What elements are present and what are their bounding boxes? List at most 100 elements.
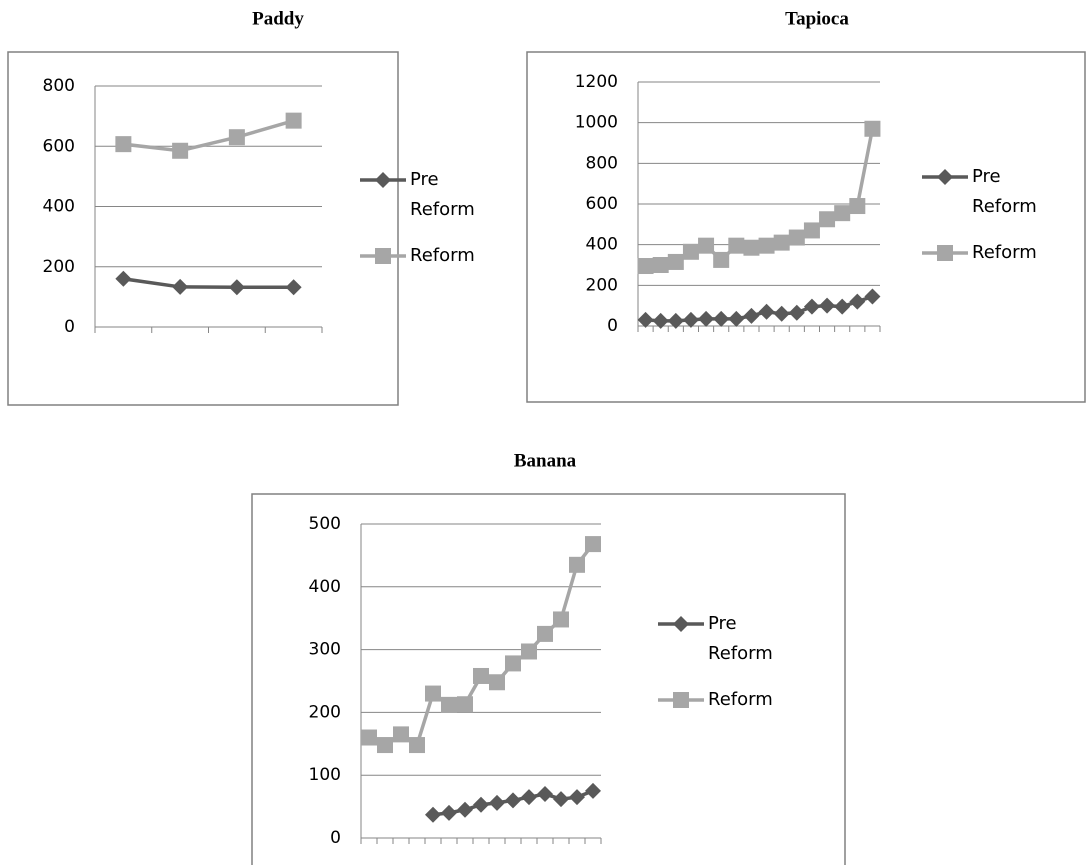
marker-square <box>698 237 715 254</box>
marker-diamond <box>713 310 730 327</box>
marker-diamond <box>788 304 805 321</box>
marker-square <box>228 129 245 146</box>
marker-diamond <box>667 312 684 329</box>
marker-square <box>673 692 689 708</box>
series-line <box>123 118 295 153</box>
marker-diamond <box>682 311 699 328</box>
marker-diamond <box>585 782 601 799</box>
marker-square <box>409 737 425 754</box>
marker-diamond <box>537 786 553 803</box>
marker-square <box>172 142 189 159</box>
marker-diamond <box>698 310 715 327</box>
marker-square <box>834 205 851 222</box>
marker-diamond <box>803 298 820 315</box>
series-line <box>368 543 595 748</box>
marker-diamond <box>228 279 245 296</box>
marker-square <box>537 625 553 642</box>
y-tick-label: 400 <box>43 197 75 217</box>
y-tick-label: 300 <box>309 640 341 660</box>
marker-diamond <box>489 794 505 811</box>
legend-label: Pre Reform <box>708 613 773 664</box>
y-tick-label: 800 <box>43 76 75 96</box>
y-tick-label: 100 <box>309 765 341 785</box>
chart-title: Banana <box>514 450 577 471</box>
y-tick-label: 1200 <box>575 72 618 92</box>
marker-square <box>361 729 377 746</box>
marker-square <box>819 211 836 228</box>
marker-square <box>849 198 866 215</box>
marker-square <box>441 696 457 713</box>
marker-diamond <box>569 789 585 806</box>
marker-square <box>803 222 820 239</box>
chart-frame <box>251 493 846 865</box>
marker-square <box>375 248 391 264</box>
marker-diamond <box>834 298 851 315</box>
marker-diamond <box>553 791 569 808</box>
series-line <box>645 294 873 323</box>
y-tick-label: 400 <box>309 577 341 597</box>
marker-square <box>682 243 699 260</box>
y-tick-label: 600 <box>586 194 618 214</box>
marker-square <box>585 536 601 553</box>
marker-square <box>553 611 569 628</box>
marker-diamond <box>441 804 457 821</box>
marker-diamond <box>728 310 745 327</box>
marker-diamond <box>115 270 132 287</box>
marker-diamond <box>505 792 521 809</box>
legend-label: Pre Reform <box>410 169 475 220</box>
legend-label: Pre Reform <box>972 166 1037 217</box>
marker-diamond <box>758 303 775 320</box>
marker-square <box>569 556 585 573</box>
marker-diamond <box>457 801 473 818</box>
series-line <box>123 277 294 289</box>
legend-label: Reform <box>410 245 475 266</box>
marker-square <box>115 136 132 153</box>
marker-diamond <box>743 307 760 324</box>
marker-square <box>505 655 521 672</box>
marker-square <box>521 643 537 660</box>
marker-diamond <box>864 288 881 305</box>
marker-square <box>937 245 953 261</box>
y-tick-label: 800 <box>586 153 618 173</box>
marker-square <box>457 696 473 713</box>
y-tick-label: 0 <box>64 317 75 337</box>
chart-frame <box>7 51 399 406</box>
marker-diamond <box>849 293 866 310</box>
marker-diamond <box>637 311 654 328</box>
legend-label: Reform <box>972 242 1037 263</box>
marker-square <box>864 120 881 137</box>
marker-square <box>758 237 775 254</box>
marker-square <box>473 667 489 684</box>
marker-square <box>489 674 505 691</box>
marker-diamond <box>285 279 302 296</box>
marker-square <box>377 737 393 754</box>
chart-title: Tapioca <box>785 8 849 29</box>
y-tick-label: 0 <box>330 828 341 848</box>
marker-square <box>788 229 805 246</box>
chart-frame <box>526 51 1086 403</box>
y-tick-label: 600 <box>43 136 75 156</box>
marker-square <box>637 258 654 275</box>
marker-diamond <box>773 305 790 322</box>
marker-diamond <box>819 297 836 314</box>
marker-diamond <box>937 169 953 185</box>
marker-diamond <box>521 789 537 806</box>
marker-square <box>652 257 669 273</box>
marker-diamond <box>375 172 391 188</box>
marker-square <box>743 239 760 256</box>
marker-square <box>425 685 441 702</box>
y-tick-label: 500 <box>309 514 341 534</box>
y-tick-label: 200 <box>586 275 618 295</box>
marker-diamond <box>425 806 441 823</box>
y-tick-label: 0 <box>607 316 618 336</box>
marker-square <box>285 112 302 129</box>
legend-label: Reform <box>708 689 773 710</box>
marker-diamond <box>673 616 689 632</box>
marker-square <box>728 237 745 254</box>
y-tick-label: 1000 <box>575 113 618 133</box>
marker-diamond <box>652 312 669 329</box>
y-tick-label: 200 <box>43 257 75 277</box>
marker-square <box>393 726 409 743</box>
